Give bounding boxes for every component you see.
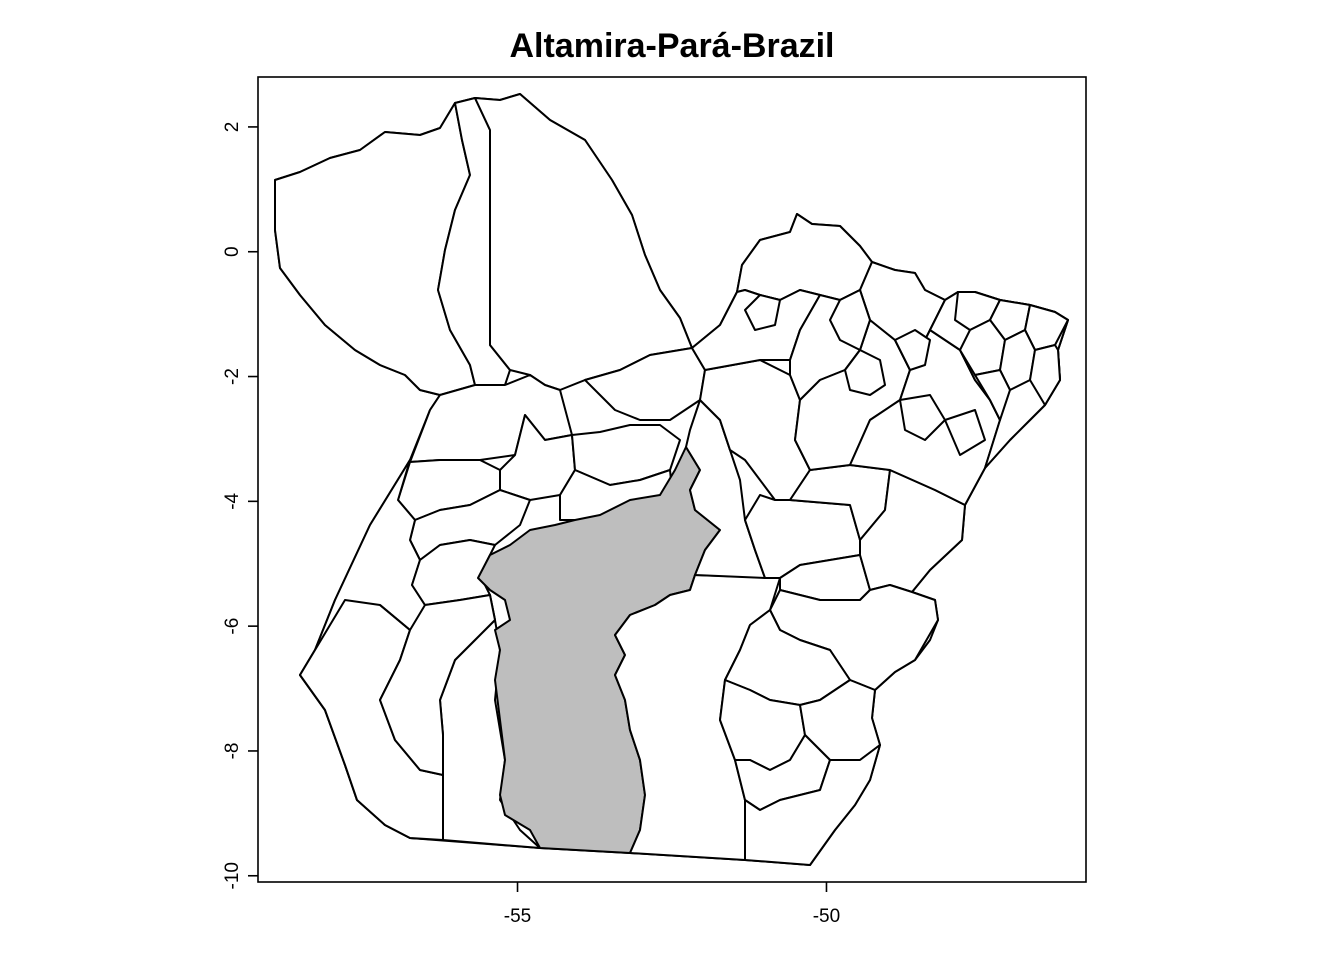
y-tick-label: 0	[222, 246, 243, 257]
municipality-ne-6	[1029, 344, 1061, 406]
plot-frame	[257, 76, 1087, 883]
municipality-ne-11	[744, 294, 781, 331]
municipality-ne-12	[899, 394, 946, 441]
municipality-breves	[736, 213, 873, 301]
municipality-santana-do-araguaia	[744, 744, 881, 866]
map-title: Altamira-Pará-Brazil	[509, 27, 834, 65]
y-tick-label: -8	[222, 743, 243, 760]
y-tick-label: -10	[222, 862, 243, 889]
y-tick-label: 2	[222, 122, 243, 133]
y-tick-label: -2	[222, 368, 243, 385]
y-tick-label: -6	[222, 618, 243, 635]
municipality-ne-9	[844, 349, 886, 396]
municipality-w-1	[379, 594, 496, 776]
municipality-vitoria-do-xingu	[685, 399, 766, 579]
x-tick-label: -55	[504, 906, 531, 927]
municipality-ne-7	[974, 369, 1011, 421]
y-axis: 2 0 -2 -4 -6 -8 -10	[222, 122, 258, 889]
municipality-alenquer	[474, 93, 693, 391]
para-municipalities	[274, 93, 1069, 866]
x-tick-label: -50	[813, 906, 840, 927]
x-axis: -55 -50	[504, 882, 840, 927]
municipality-ne-13	[944, 409, 986, 456]
y-tick-label: -4	[222, 492, 243, 509]
municipality-ne-10	[894, 329, 931, 371]
